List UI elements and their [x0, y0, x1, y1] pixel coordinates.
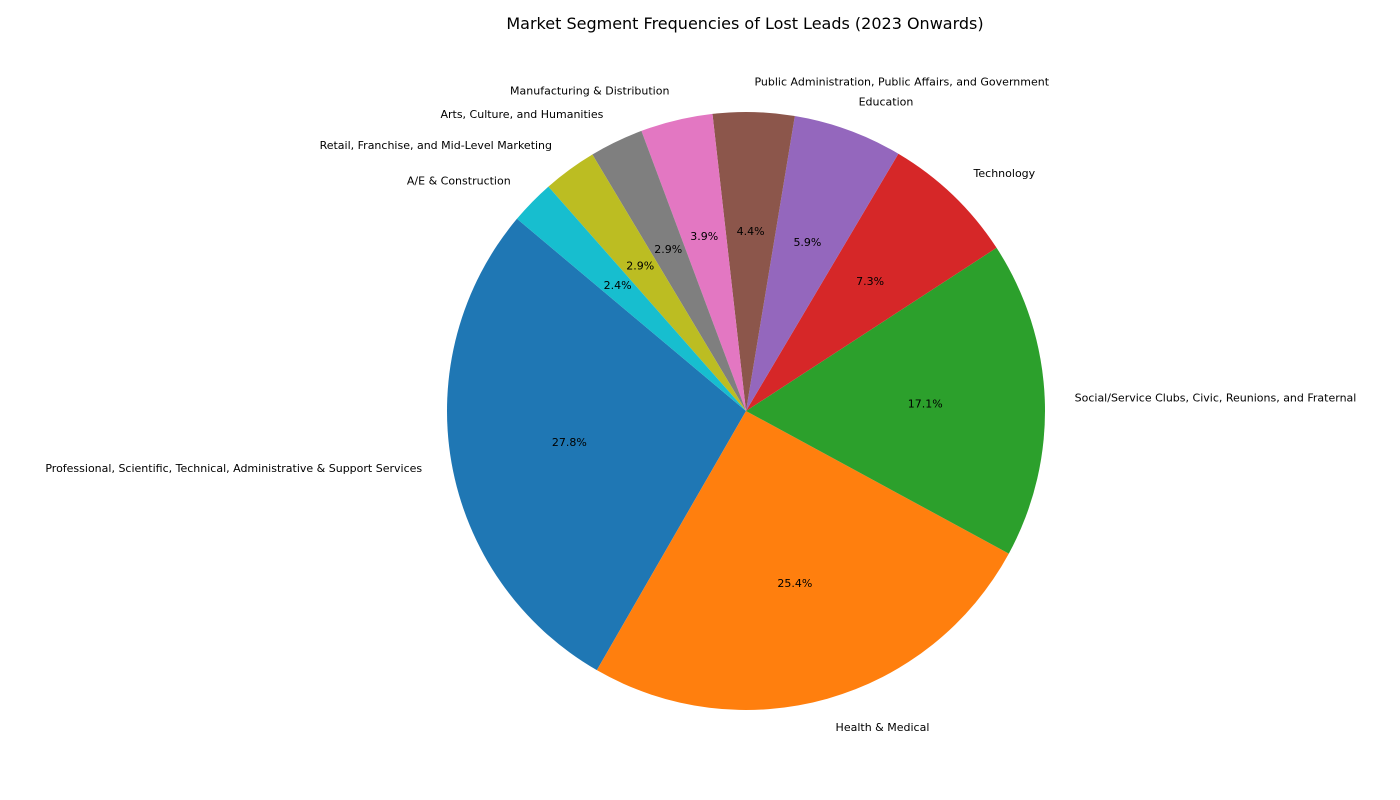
pie-category-label: Arts, Culture, and Humanities [440, 108, 603, 121]
pie-slice-education [746, 116, 899, 411]
pie-slice-technology [746, 153, 997, 412]
pie-category-label: Education [859, 95, 914, 108]
pie-category-label: Health & Medical [836, 721, 930, 734]
pie-category-label: Public Administration, Public Affairs, a… [754, 76, 1049, 89]
pie-percent-labels: 27.8% 25.4% 17.1% 7.3% 5.9% 4.4% 3.9% 2.9%2.9% 2… [552, 225, 943, 590]
pie-slice-retail-franchise-and-mid-level-marketing [548, 154, 746, 412]
pie-percent-label: 3.9% [690, 230, 718, 243]
pie-slice-arts-culture-and-humanities [592, 130, 746, 411]
pie-category-label: Technology [973, 167, 1036, 180]
pie-slice-social-service-clubs-civic-reunions-and-fraternal [746, 247, 1046, 554]
pie-percent-label: 2.4% [604, 279, 632, 292]
pie-slices [446, 112, 1046, 711]
pie-slice-professional-scientific-technical-administrative-support-services [446, 218, 746, 671]
pie-slice-health-medical [596, 411, 1009, 711]
pie-slice-public-administration-public-affairs-and-government [712, 112, 795, 411]
chart-title: Market Segment Frequencies of Lost Leads… [506, 14, 983, 33]
pie-category-label: Retail, Franchise, and Mid-Level Marketi… [320, 139, 552, 152]
pie-category-label: Social/Service Clubs, Civic, Reunions, a… [1075, 391, 1357, 404]
pie-category-label: Manufacturing & Distribution [510, 85, 669, 98]
pie-percent-label: 4.4% [737, 225, 765, 238]
pie-percent-label: 2.9% [654, 243, 682, 256]
pie-category-label: Professional, Scientific, Technical, Adm… [45, 462, 422, 475]
pie-slice-a-e-construction [516, 186, 746, 411]
pie-percent-label: 7.3% [856, 275, 884, 288]
pie-percent-label: 5.9% [793, 236, 821, 249]
pie-category-labels: Professional, Scientific, Technical, Adm… [45, 76, 1356, 734]
pie-category-label: A/E & Construction [407, 175, 511, 188]
pie-percent-label: 27.8% [552, 436, 587, 449]
pie-percent-label: 2.9% [626, 260, 654, 273]
pie-slice-manufacturing-distribution [641, 113, 746, 411]
pie-percent-label: 25.4% [777, 577, 812, 590]
pie-percent-label: 17.1% [908, 397, 943, 410]
